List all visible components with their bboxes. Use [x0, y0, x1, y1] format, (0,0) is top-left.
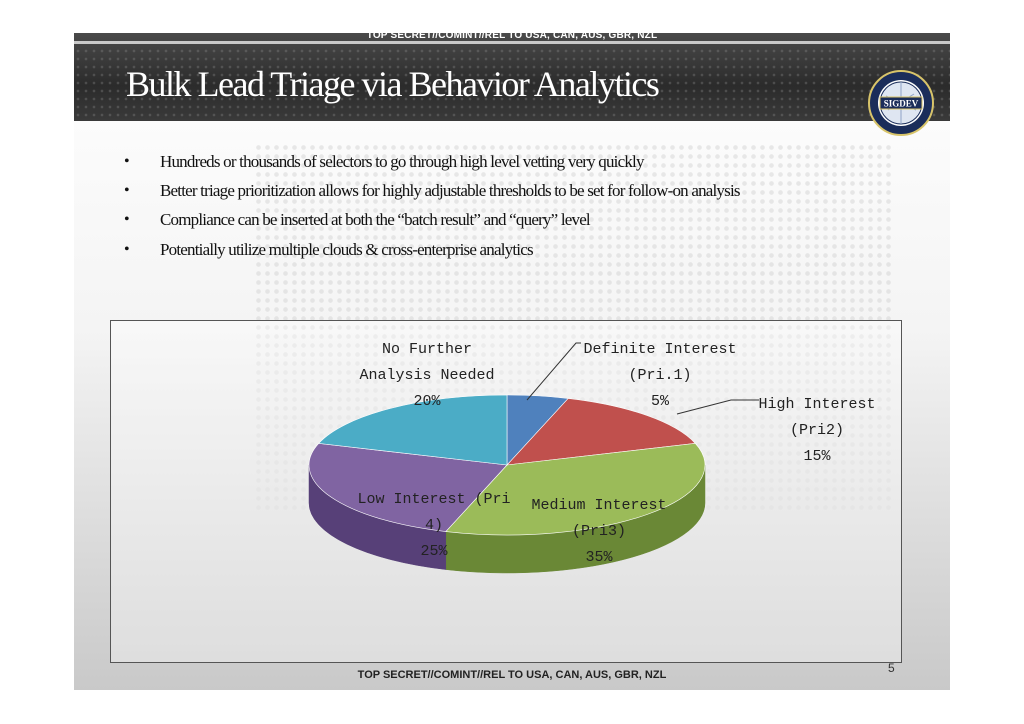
- slice-label: High Interest: [758, 396, 875, 413]
- title-banner: TOP SECRET//COMINT//REL TO USA, CAN, AUS…: [74, 33, 950, 121]
- slice-label: No Further: [382, 341, 472, 358]
- banner-pattern: [74, 47, 950, 121]
- seal-text: SIGDEV: [884, 99, 919, 109]
- bullet-list: • Hundreds or thousands of selectors to g…: [120, 147, 900, 265]
- pie-chart-frame: Definite Interest (Pri.1) 5% High Interest (…: [110, 320, 902, 663]
- bullet-dot: •: [124, 211, 130, 228]
- bullet-text: Better triage prioritization allows for …: [160, 181, 740, 200]
- slice-label: Definite Interest: [583, 341, 736, 358]
- slice-label: (Pri2): [790, 422, 844, 439]
- bullet-item: • Better triage prioritization allows for…: [120, 177, 900, 205]
- slice-label: Analysis Needed: [359, 367, 494, 384]
- bullet-item: • Potentially utilize multiple clouds & c…: [120, 235, 900, 265]
- slice-label: (Pri.1): [628, 367, 691, 384]
- pie-slice: [445, 443, 706, 536]
- bullet-text: Hundreds or thousands of selectors to go…: [160, 152, 644, 171]
- classification-top: TOP SECRET//COMINT//REL TO USA, CAN, AUS…: [366, 33, 658, 41]
- bullet-dot: •: [124, 241, 130, 258]
- slice-label: Medium Interest: [531, 497, 666, 514]
- pie-slice: [318, 394, 508, 466]
- slice-label: 4): [425, 517, 443, 534]
- slice-label: Low Interest (Pri: [357, 491, 510, 508]
- leader-line-high: [676, 399, 759, 415]
- pie-chart: Definite Interest (Pri.1) 5% High Interest (…: [308, 341, 876, 574]
- sigdev-seal-icon: SIGDEV: [868, 70, 934, 136]
- bullet-dot: •: [124, 153, 130, 170]
- leader-line-definite: [526, 342, 581, 401]
- pie-slice: [308, 443, 508, 532]
- bullet-text: Compliance can be inserted at both the “…: [160, 210, 591, 229]
- page-number: 5: [888, 661, 895, 675]
- bullet-dot: •: [124, 182, 130, 199]
- pie-slice: [506, 398, 696, 466]
- bullet-item: • Compliance can be inserted at both the …: [120, 205, 900, 235]
- banner-divider: [74, 41, 950, 44]
- slide-title: Bulk Lead Triage via Behavior Analytics: [126, 64, 660, 104]
- bullet-item: • Hundreds or thousands of selectors to g…: [120, 147, 900, 177]
- slice-label: 35%: [585, 549, 613, 566]
- slice-label: 15%: [803, 448, 831, 465]
- classification-bottom: TOP SECRET//COMINT//REL TO USA, CAN, AUS…: [357, 669, 667, 681]
- slice-label: 25%: [420, 543, 448, 560]
- slice-label: (Pri3): [572, 523, 626, 540]
- slice-label: 20%: [413, 393, 441, 410]
- slice-label: 5%: [651, 393, 670, 410]
- bullet-text: Potentially utilize multiple clouds & cr…: [160, 240, 534, 259]
- slide: TOP SECRET//COMINT//REL TO USA, CAN, AUS…: [74, 33, 950, 690]
